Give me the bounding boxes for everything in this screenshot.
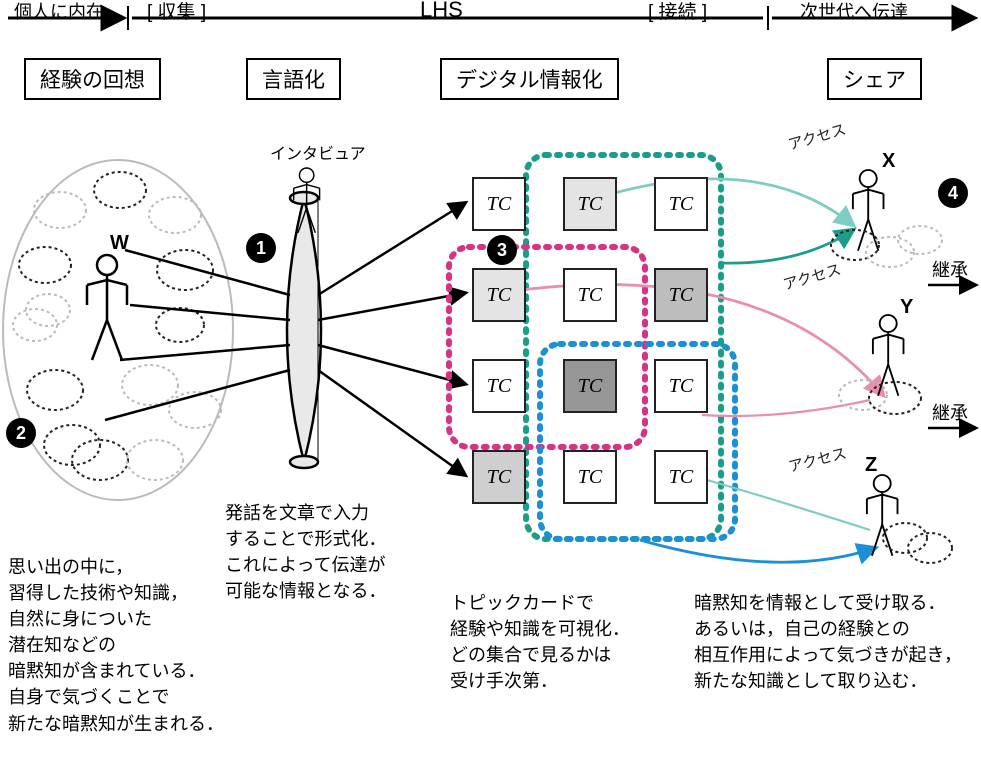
label-z: Z <box>865 454 877 477</box>
caption-recall: 思い出の中に，習得した技術や知識，自然に身についた潜在知などの暗黙知が含まれてい… <box>8 554 224 737</box>
badge-1: 1 <box>246 233 276 263</box>
interviewer-label: インタビュア <box>270 140 366 164</box>
tc-cell: TC <box>654 268 708 322</box>
badge-2: 2 <box>6 418 36 448</box>
tc-cell: TC <box>654 177 708 231</box>
badge-4: 4 <box>938 178 968 208</box>
label-x: X <box>882 150 895 173</box>
tc-cell: TC <box>472 268 526 322</box>
tc-cell: TC <box>654 359 708 413</box>
tc-cell: TC <box>563 450 617 504</box>
tc-cell: TC <box>472 177 526 231</box>
label-w: W <box>110 232 129 255</box>
inherit-label-2: 継承 <box>932 399 968 425</box>
tc-cell: TC <box>563 268 617 322</box>
tc-cell: TC <box>563 359 617 413</box>
caption-share: 暗黙知を情報として受け取る．あるいは，自己の経験との相互作用によって気づきが起き… <box>694 590 962 694</box>
badge-3: 3 <box>487 235 517 265</box>
tc-cell: TC <box>654 450 708 504</box>
caption-verbal: 発話を文章で入力することで形式化．これによって伝達が可能な情報となる． <box>225 500 386 604</box>
tc-cell: TC <box>563 177 617 231</box>
caption-digital: トピックカードで経験や知識を可視化．どの集合で見るかは受け手次第． <box>450 590 630 694</box>
tc-cell: TC <box>472 450 526 504</box>
label-y: Y <box>900 296 913 319</box>
inherit-label-1: 継承 <box>932 256 968 282</box>
tc-cell: TC <box>472 359 526 413</box>
